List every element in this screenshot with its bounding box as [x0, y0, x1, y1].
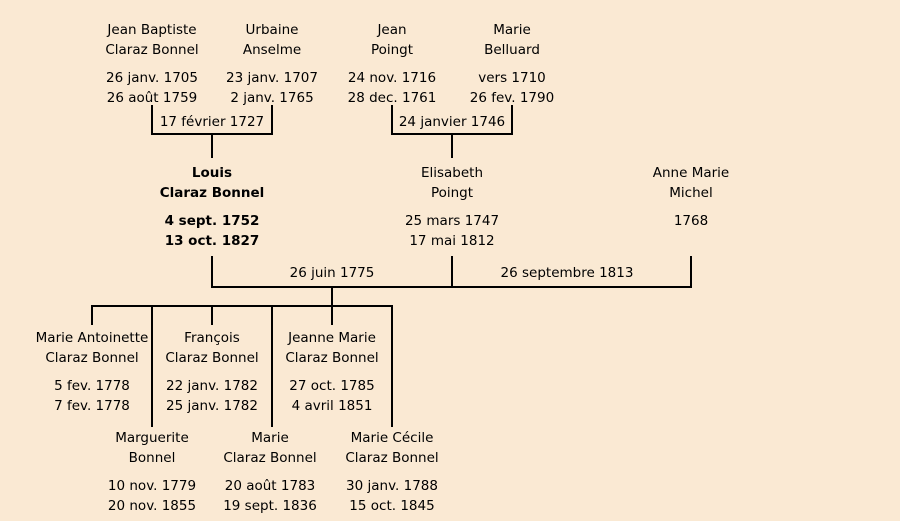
marriage-date-label: 26 juin 1775 [289, 265, 375, 281]
person-birth-date: 23 janv. 1707 [226, 70, 318, 86]
marriage-date-label: 17 février 1727 [159, 114, 265, 130]
person-birth-date: 26 janv. 1705 [106, 70, 198, 86]
person-node-marie-claraz-bonnel[interactable]: Marie Claraz Bonnel 20 août 1783 19 sept… [190, 428, 350, 516]
person-node-jean-poingt[interactable]: Jean Poingt 24 nov. 1716 28 dec. 1761 [312, 20, 472, 108]
person-name-line1: François [184, 330, 240, 346]
person-death-date: 4 avril 1851 [291, 398, 373, 414]
person-death-date: 26 fev. 1790 [469, 90, 555, 106]
person-name-line2: Claraz Bonnel [165, 350, 259, 366]
person-death-date: 15 oct. 1845 [349, 498, 435, 514]
person-death-date: 28 dec. 1761 [347, 90, 437, 106]
person-node-marie-belluard[interactable]: Marie Belluard vers 1710 26 fev. 1790 [432, 20, 592, 108]
marriage-1746-child-drop-line [451, 134, 453, 158]
person-node-elisabeth-poingt[interactable]: Elisabeth Poingt 25 mars 1747 17 mai 181… [372, 163, 532, 251]
marriage-1746-left-connector [391, 105, 393, 135]
louis-descent-connector [211, 256, 213, 288]
spacer [372, 203, 532, 211]
person-name-line1: Marie [251, 430, 289, 446]
spacer [611, 203, 771, 211]
person-birth-date: 10 nov. 1779 [107, 478, 197, 494]
person-name-line2: Michel [669, 185, 713, 201]
marriage-date-label: 26 septembre 1813 [500, 265, 634, 281]
person-death-date: 13 oct. 1827 [164, 233, 260, 249]
person-death-date: 19 sept. 1836 [223, 498, 317, 514]
person-node-jeanne-marie-claraz-bonnel[interactable]: Jeanne Marie Claraz Bonnel 27 oct. 1785 … [252, 328, 412, 416]
child-drop-marie-cecile [391, 307, 393, 427]
person-birth-date: vers 1710 [478, 70, 546, 86]
person-node-marie-antoinette-claraz-bonnel[interactable]: Marie Antoinette Claraz Bonnel 5 fev. 17… [12, 328, 172, 416]
person-name-line2: Poingt [430, 185, 474, 201]
person-name-line1: Urbaine [245, 22, 299, 38]
child-drop-jeanne-marie [331, 307, 333, 325]
person-node-francois-claraz-bonnel[interactable]: François Claraz Bonnel 22 janv. 1782 25 … [132, 328, 292, 416]
person-birth-date: 1768 [673, 213, 709, 229]
spacer [312, 468, 472, 476]
person-name-line1: Marie Cécile [350, 430, 434, 446]
person-name-line1: Jean Baptiste [107, 22, 197, 38]
person-name-line2: Claraz Bonnel [159, 185, 265, 201]
child-drop-francois [211, 307, 213, 325]
person-death-date: 26 août 1759 [106, 90, 198, 106]
person-name-line2: Claraz Bonnel [45, 350, 139, 366]
person-birth-date: 20 août 1783 [224, 478, 316, 494]
spacer [432, 60, 592, 68]
marriage-1727-left-connector [151, 105, 153, 135]
person-birth-date: 22 janv. 1782 [166, 378, 258, 394]
person-death-date: 25 janv. 1782 [166, 398, 258, 414]
person-death-date: 2 janv. 1765 [230, 90, 314, 106]
person-name-line1: Marguerite [115, 430, 189, 446]
person-name-line1: Louis [191, 165, 233, 181]
person-birth-date: 24 nov. 1716 [347, 70, 437, 86]
spacer [132, 203, 292, 211]
person-birth-date: 25 mars 1747 [404, 213, 500, 229]
marriage-1727-right-connector [271, 105, 273, 135]
person-name-line1: Jeanne Marie [288, 330, 376, 346]
children-sibling-bar [91, 305, 393, 307]
spacer [252, 368, 412, 376]
person-name-line2: Anselme [242, 42, 302, 58]
child-drop-marguerite [151, 307, 153, 427]
person-name-line2: Belluard [484, 42, 540, 58]
person-death-date: 7 fev. 1778 [54, 398, 130, 414]
elisabeth-descent-connector [451, 256, 453, 288]
person-node-louis-claraz-bonnel[interactable]: Louis Claraz Bonnel 4 sept. 1752 13 oct.… [132, 163, 292, 251]
person-name-line1: Jean [377, 22, 407, 38]
person-birth-date: 30 janv. 1788 [346, 478, 438, 494]
person-name-line2: Claraz Bonnel [285, 350, 379, 366]
anne-marie-descent-connector [690, 256, 692, 288]
person-node-anne-marie-michel[interactable]: Anne Marie Michel 1768 [611, 163, 771, 231]
marriage-1775-child-drop-line [331, 288, 333, 307]
person-name-line2: Claraz Bonnel [345, 450, 439, 466]
person-node-marguerite-bonnel[interactable]: Marguerite Bonnel 10 nov. 1779 20 nov. 1… [72, 428, 232, 516]
person-name-line2: Claraz Bonnel [105, 42, 199, 58]
person-name-line1: Anne Marie [652, 165, 730, 181]
person-birth-date: 4 sept. 1752 [164, 213, 260, 229]
person-name-line2: Bonnel [128, 450, 176, 466]
person-birth-date: 5 fev. 1778 [54, 378, 130, 394]
child-drop-marie-antoinette [91, 307, 93, 325]
person-name-line1: Marie [493, 22, 531, 38]
person-death-date: 17 mai 1812 [409, 233, 495, 249]
person-death-date: 20 nov. 1855 [107, 498, 197, 514]
person-node-jean-baptiste-claraz-bonnel[interactable]: Jean Baptiste Claraz Bonnel 26 janv. 170… [72, 20, 232, 108]
person-node-urbaine-anselme[interactable]: Urbaine Anselme 23 janv. 1707 2 janv. 17… [192, 20, 352, 108]
child-drop-marie [271, 307, 273, 427]
generation2-marriage-bar [211, 286, 692, 288]
person-name-line2: Poingt [370, 42, 414, 58]
person-name-line2: Claraz Bonnel [223, 450, 317, 466]
marriage-1746-right-connector [511, 105, 513, 135]
person-name-line1: Marie Antoinette [35, 330, 149, 346]
person-name-line1: Elisabeth [420, 165, 484, 181]
marriage-1727-child-drop-line [211, 134, 213, 158]
person-birth-date: 27 oct. 1785 [289, 378, 375, 394]
person-node-marie-cecile-claraz-bonnel[interactable]: Marie Cécile Claraz Bonnel 30 janv. 1788… [312, 428, 472, 516]
marriage-date-label: 24 janvier 1746 [398, 114, 506, 130]
